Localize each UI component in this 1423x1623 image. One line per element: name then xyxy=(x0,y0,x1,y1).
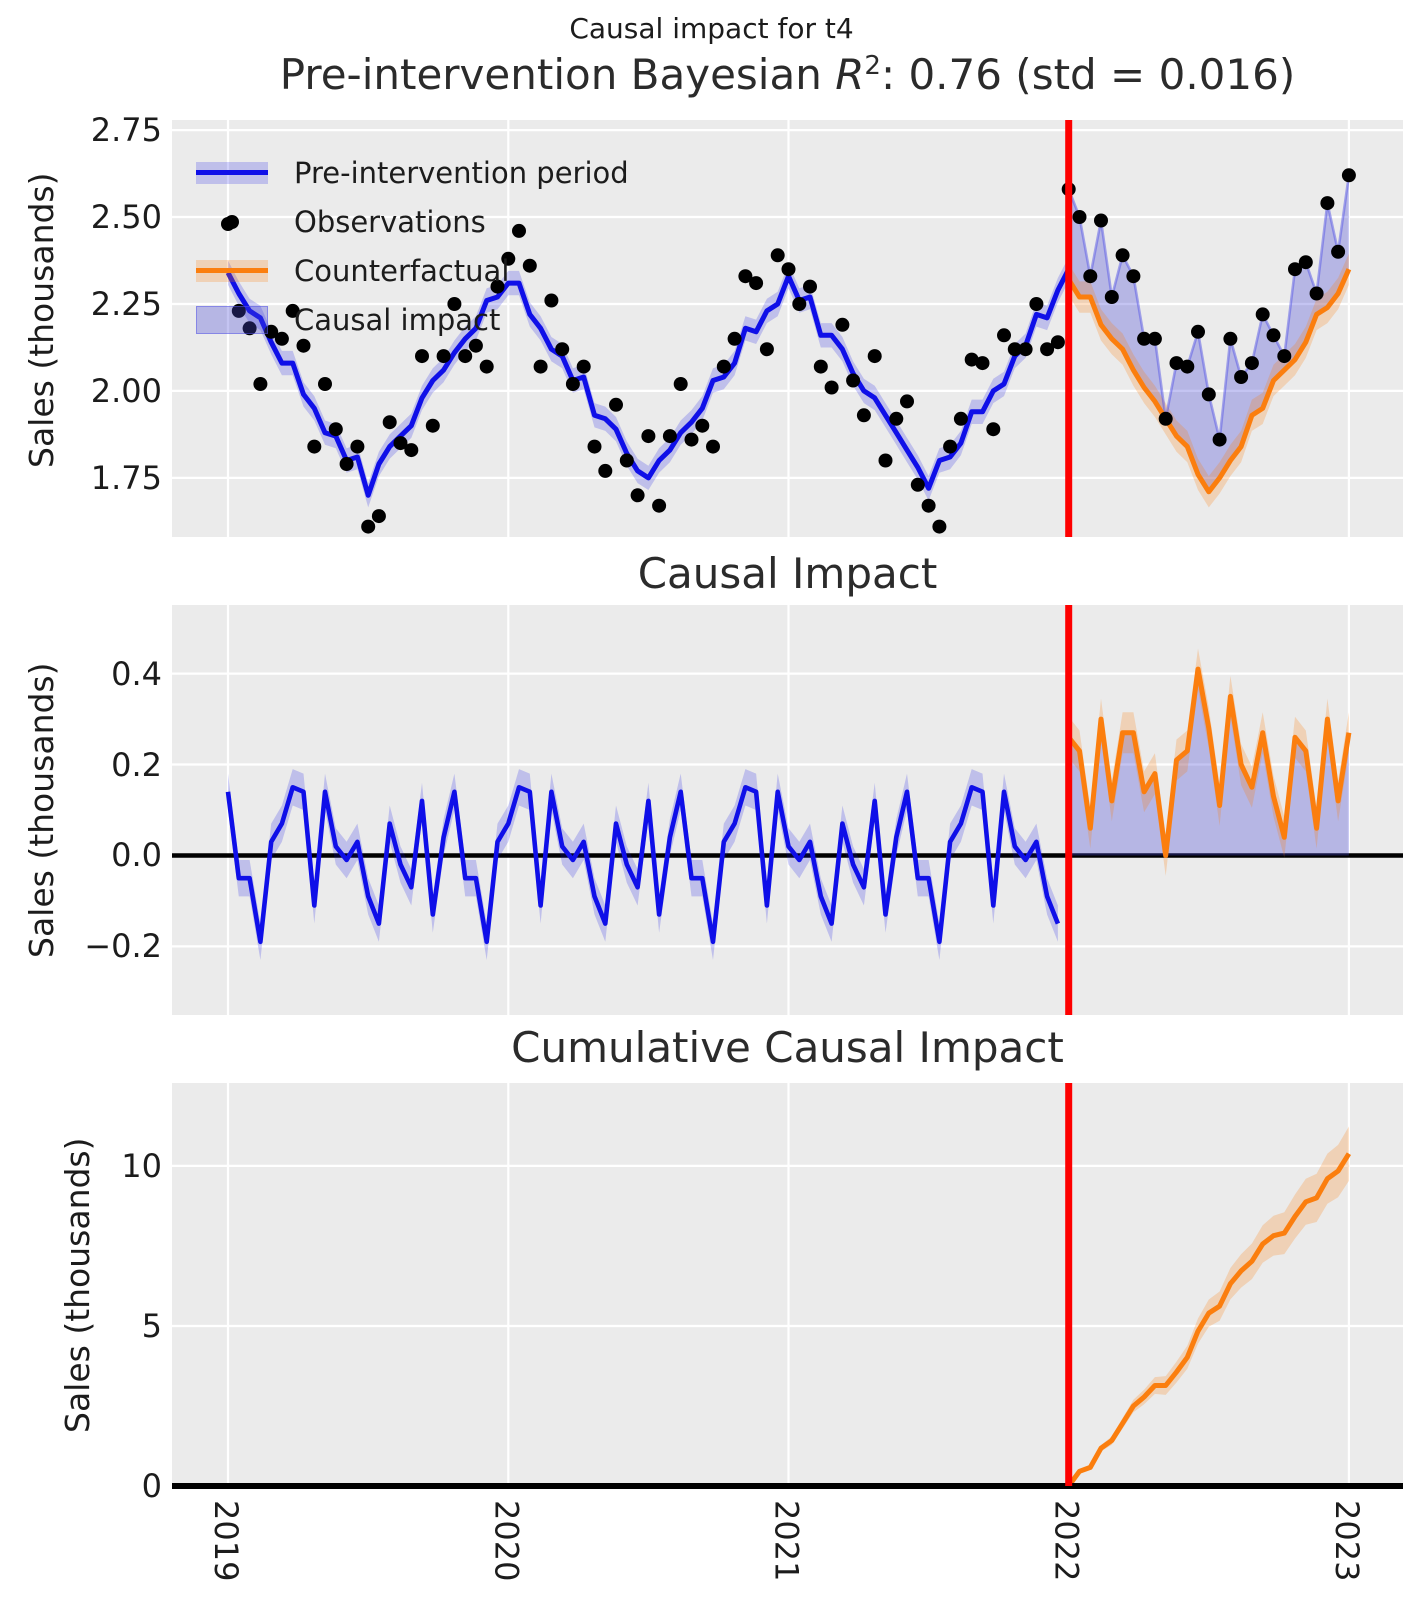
figure-suptitle: Causal impact for t4 xyxy=(569,12,854,45)
panel-3-y-tick-label: 0 xyxy=(141,1467,162,1505)
intervention-line-cumulative-panel xyxy=(1065,1083,1073,1486)
panel-1-y-tick-label: 2.25 xyxy=(90,284,162,323)
x-tick-label: 2021 xyxy=(767,1500,806,1582)
panel-2-y-tick-label: 0.4 xyxy=(111,654,162,693)
post-impact-line xyxy=(1066,666,1352,858)
x-tick-label: 2020 xyxy=(487,1500,526,1582)
cumulative-panel-title: Cumulative Causal Impact xyxy=(511,1023,1064,1072)
legend-label: Causal impact xyxy=(294,302,501,337)
panel-1-grid xyxy=(172,120,1403,537)
legend: Pre-intervention period Observations Cou… xyxy=(196,148,629,344)
panel-3-y-tick-label: 10 xyxy=(121,1146,162,1185)
x-tick-label: 2023 xyxy=(1327,1500,1366,1582)
panel-1-y-tick-label: 2.75 xyxy=(90,111,162,150)
title-stats: : 0.76 (std = 0.016) xyxy=(880,50,1296,99)
r-squared-symbol: R xyxy=(835,50,865,99)
impact-panel-plot xyxy=(225,648,1352,960)
orange-band-line-swatch-icon xyxy=(196,259,268,282)
pre-impact-band xyxy=(228,769,1058,960)
panel-2-y-tick-label: 0.2 xyxy=(111,745,162,784)
panel-1-y-tick-label: 1.75 xyxy=(90,458,162,497)
cumulative-band xyxy=(1068,1126,1349,1486)
legend-item-pre-intervention: Pre-intervention period xyxy=(196,148,629,197)
black-dot-swatch-icon xyxy=(196,214,268,229)
r-squared-exponent: 2 xyxy=(864,51,881,81)
legend-label: Observations xyxy=(294,204,486,239)
legend-item-causal-impact: Causal impact xyxy=(196,295,629,344)
post-impact-fill xyxy=(1068,669,1349,856)
pre-intervention-fit-line xyxy=(225,268,1071,498)
legend-label: Counterfactual xyxy=(294,253,510,288)
legend-item-observations: Observations xyxy=(196,197,629,246)
causal-impact-fill xyxy=(1068,175,1349,492)
intervention-line-top-panel xyxy=(1065,120,1073,537)
panel-2-y-tick-label: 0.0 xyxy=(111,836,162,875)
panel-1-y-tick-label: 2.50 xyxy=(90,198,162,237)
legend-item-counterfactual: Counterfactual xyxy=(196,246,629,295)
impact-panel-title: Causal Impact xyxy=(637,549,938,598)
intervention-line-impact-panel xyxy=(1065,605,1073,1015)
counterfactual-line xyxy=(1066,268,1352,495)
blue-patch-swatch-icon xyxy=(196,305,268,334)
x-tick-label: 2022 xyxy=(1047,1500,1086,1582)
panel-1-y-tick-label: 2.00 xyxy=(90,371,162,410)
blue-band-line-swatch-icon xyxy=(196,161,268,184)
pre-intervention-panel-title: Pre-intervention Bayesian R2: 0.76 (std … xyxy=(172,50,1403,99)
legend-label: Pre-intervention period xyxy=(294,155,629,190)
cumulative-panel-plot xyxy=(1066,1126,1352,1486)
panel-3-y-tick-label: 5 xyxy=(141,1306,162,1345)
panel-2-y-tick-label: −0.2 xyxy=(84,927,162,966)
cumulative-line xyxy=(1066,1152,1352,1486)
title-text: Pre-intervention Bayesian xyxy=(279,50,836,99)
x-tick-label: 2019 xyxy=(207,1500,246,1582)
pre-impact-line xyxy=(225,785,1061,945)
